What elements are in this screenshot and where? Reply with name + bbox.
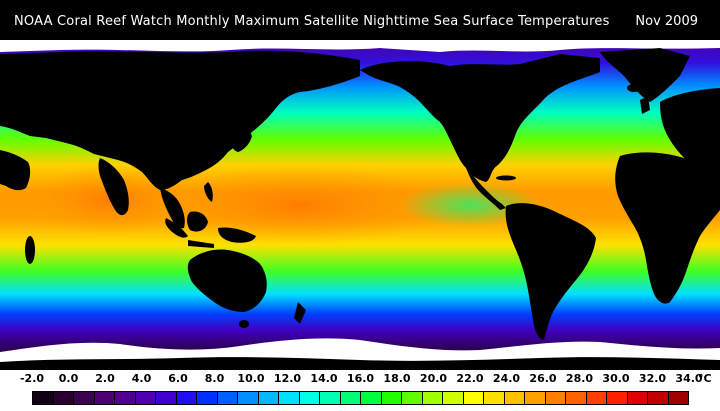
colorbar-swatch	[197, 392, 218, 404]
colorbar-swatch	[545, 392, 566, 404]
south-america	[505, 203, 596, 340]
eurasia	[0, 50, 360, 191]
british-isles	[640, 96, 650, 114]
cuba	[496, 175, 516, 181]
indonesia-borneo	[187, 211, 208, 232]
indonesia-java	[188, 240, 214, 248]
legend-tick: 24.0	[492, 372, 521, 385]
legend-tick: 26.0	[529, 372, 557, 385]
colorbar-swatch	[176, 392, 197, 404]
legend-unit: °C	[698, 372, 712, 385]
legend-tick: 30.0	[602, 372, 630, 385]
africa-east-wrap	[0, 150, 31, 191]
colorbar-swatch	[504, 392, 525, 404]
new-zealand	[294, 302, 306, 324]
colorbar-swatch	[381, 392, 402, 404]
legend-tick: 18.0	[383, 372, 411, 385]
colorbar-swatch	[422, 392, 443, 404]
colorbar-swatch	[525, 392, 546, 404]
legend-tick: 20.0	[419, 372, 448, 385]
legend-tick: 4.0	[131, 372, 152, 385]
australia	[187, 249, 267, 312]
africa	[615, 152, 720, 304]
legend-tick: 8.0	[204, 372, 225, 385]
colorbar-swatch	[238, 392, 259, 404]
colorbar-swatch	[74, 392, 95, 404]
colorbar-swatch	[299, 392, 320, 404]
legend-tick: 34.0	[675, 372, 703, 385]
legend-tick: 0.0	[58, 372, 79, 385]
colorbar-swatch	[484, 392, 505, 404]
colorbar-swatch	[53, 392, 74, 404]
new-guinea	[218, 227, 256, 243]
legend-tick: 22.0	[456, 372, 484, 385]
colorbar-swatch	[586, 392, 607, 404]
legend-tick-labels: -2.0 0.0 2.0 4.0 6.0 8.0 10.0 12.0 14.0 16.0 18.0 2…	[0, 372, 720, 390]
philippines	[204, 182, 213, 202]
colorbar-swatch	[463, 392, 484, 404]
colorbar-swatch	[668, 392, 688, 404]
central-america	[466, 168, 506, 210]
europe-west	[660, 88, 720, 180]
colorbar-swatch	[648, 392, 669, 404]
colorbar-swatch	[33, 392, 54, 404]
colorbar-swatch	[361, 392, 382, 404]
colorbar-swatch	[320, 392, 341, 404]
title-bar: NOAA Coral Reef Watch Monthly Maximum Sa…	[0, 0, 720, 40]
legend-tick: 16.0	[346, 372, 375, 385]
colorbar-swatch	[217, 392, 238, 404]
antarctica-land	[0, 357, 720, 370]
colorbar-swatch	[279, 392, 300, 404]
colorbar-swatch	[607, 392, 628, 404]
legend-tick: 32.0	[638, 372, 667, 385]
southeast-asia	[160, 188, 185, 229]
colorbar-swatch	[115, 392, 136, 404]
indo-pacific-warm-pool	[150, 165, 450, 245]
arctic-ice	[0, 40, 720, 52]
madagascar	[25, 236, 35, 264]
colorbar-swatch	[443, 392, 464, 404]
colorbar-swatch	[627, 392, 648, 404]
legend-tick: 10.0	[237, 372, 265, 385]
north-america	[360, 54, 600, 182]
iceland	[627, 84, 641, 92]
colorbar-swatch	[258, 392, 279, 404]
world-sst-map	[0, 40, 720, 370]
colorbar-swatch	[156, 392, 177, 404]
tasmania	[239, 320, 249, 328]
east-pacific-cool	[400, 183, 540, 227]
colorbar-swatch	[402, 392, 423, 404]
indonesia-sumatra	[165, 218, 188, 238]
map-title: NOAA Coral Reef Watch Monthly Maximum Sa…	[14, 14, 610, 29]
legend-tick: 6.0	[168, 372, 188, 385]
colorbar-swatch	[566, 392, 587, 404]
colorbar-swatch	[94, 392, 115, 404]
legend-tick: 12.0	[273, 372, 302, 385]
colorbar-swatch	[340, 392, 361, 404]
india	[98, 158, 129, 216]
japan	[231, 129, 252, 152]
temperature-colorbar	[32, 391, 689, 405]
legend-tick: 28.0	[565, 372, 594, 385]
legend-tick: -2.0	[19, 372, 45, 385]
greenland	[600, 48, 690, 102]
legend-tick: 14.0	[310, 372, 338, 385]
map-date: Nov 2009	[635, 14, 698, 29]
legend-tick: 2.0	[95, 372, 115, 385]
colorbar-swatch	[135, 392, 156, 404]
